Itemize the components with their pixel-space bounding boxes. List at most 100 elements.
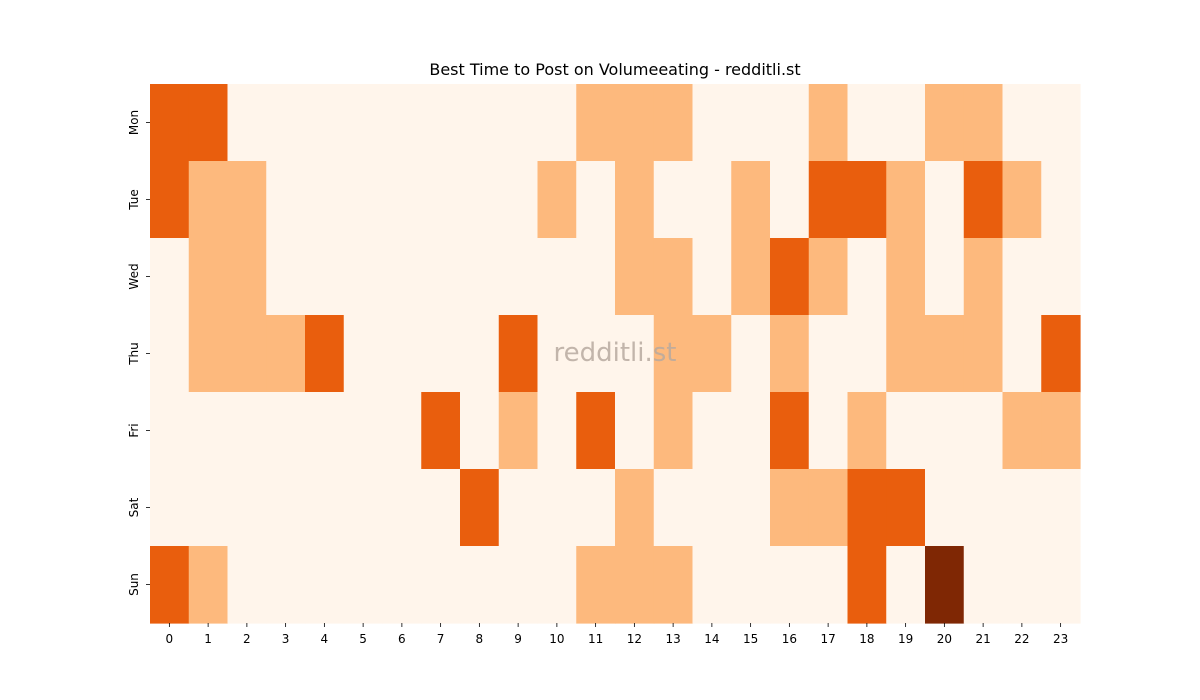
heatmap-cell-fri-18 bbox=[847, 392, 887, 470]
x-tick-label: 15 bbox=[743, 632, 758, 646]
heatmap-cell-wed-16 bbox=[770, 238, 810, 316]
heatmap-cell-mon-7 bbox=[421, 84, 461, 162]
heatmap-cell-tue-6 bbox=[382, 161, 422, 239]
heatmap-cell-fri-19 bbox=[886, 392, 926, 470]
x-tick-label: 10 bbox=[549, 632, 564, 646]
heatmap-cell-tue-17 bbox=[808, 161, 849, 239]
heatmap-cells bbox=[150, 84, 1081, 624]
x-tick-label: 16 bbox=[782, 632, 797, 646]
heatmap-cell-wed-12 bbox=[615, 238, 655, 316]
heatmap-cell-mon-8 bbox=[460, 84, 500, 162]
heatmap-cell-thu-23 bbox=[1041, 315, 1081, 393]
heatmap-cell-fri-8 bbox=[460, 392, 500, 470]
heatmap-cell-thu-7 bbox=[421, 315, 461, 393]
heatmap-cell-fri-3 bbox=[266, 392, 306, 470]
x-tick-label: 8 bbox=[476, 632, 484, 646]
x-tick-label: 0 bbox=[166, 632, 174, 646]
heatmap-cell-thu-8 bbox=[460, 315, 500, 393]
heatmap-cell-sun-15 bbox=[731, 546, 771, 624]
heatmap-cell-sun-1 bbox=[188, 546, 229, 624]
heatmap-cell-thu-11 bbox=[576, 315, 616, 393]
heatmap-cell-mon-5 bbox=[343, 84, 384, 162]
heatmap-cell-fri-6 bbox=[382, 392, 422, 470]
heatmap-cell-wed-2 bbox=[227, 238, 267, 316]
x-tick-label: 11 bbox=[588, 632, 603, 646]
heatmap-cell-sat-21 bbox=[963, 469, 1004, 547]
heatmap-cell-fri-16 bbox=[770, 392, 810, 470]
heatmap-cell-tue-18 bbox=[847, 161, 887, 239]
heatmap-cell-sun-8 bbox=[460, 546, 500, 624]
heatmap-cell-mon-1 bbox=[188, 84, 229, 162]
heatmap-cell-wed-19 bbox=[886, 238, 926, 316]
y-tick-label: Sun bbox=[127, 573, 141, 596]
x-tick-label: 9 bbox=[514, 632, 522, 646]
heatmap-cell-mon-20 bbox=[925, 84, 965, 162]
heatmap-cell-thu-20 bbox=[925, 315, 965, 393]
heatmap-cell-tue-15 bbox=[731, 161, 771, 239]
chart-title: Best Time to Post on Volumeeating - redd… bbox=[429, 60, 800, 79]
heatmap-cell-fri-22 bbox=[1002, 392, 1042, 470]
heatmap-cell-mon-16 bbox=[770, 84, 810, 162]
heatmap-cell-sat-2 bbox=[227, 469, 267, 547]
heatmap-cell-wed-10 bbox=[537, 238, 577, 316]
heatmap-cell-mon-10 bbox=[537, 84, 577, 162]
x-tick-label: 7 bbox=[437, 632, 445, 646]
heatmap-cell-fri-17 bbox=[808, 392, 849, 470]
heatmap-cell-mon-0 bbox=[150, 84, 190, 162]
heatmap-cell-sun-7 bbox=[421, 546, 461, 624]
heatmap-cell-sat-22 bbox=[1002, 469, 1042, 547]
heatmap-cell-thu-6 bbox=[382, 315, 422, 393]
heatmap-cell-sat-0 bbox=[150, 469, 190, 547]
heatmap-cell-wed-7 bbox=[421, 238, 461, 316]
heatmap-cell-wed-14 bbox=[692, 238, 732, 316]
heatmap-cell-sun-4 bbox=[305, 546, 345, 624]
heatmap-cell-wed-0 bbox=[150, 238, 190, 316]
heatmap-cell-wed-11 bbox=[576, 238, 616, 316]
heatmap-cell-fri-20 bbox=[925, 392, 965, 470]
heatmap-cell-mon-17 bbox=[808, 84, 849, 162]
heatmap-cell-thu-15 bbox=[731, 315, 771, 393]
heatmap-cell-thu-16 bbox=[770, 315, 810, 393]
x-tick-label: 4 bbox=[321, 632, 329, 646]
heatmap-cell-sat-19 bbox=[886, 469, 926, 547]
heatmap-cell-thu-22 bbox=[1002, 315, 1042, 393]
y-tick-label: Thu bbox=[127, 342, 141, 366]
x-tick-label: 22 bbox=[1014, 632, 1029, 646]
heatmap-cell-wed-5 bbox=[343, 238, 384, 316]
heatmap-cell-thu-14 bbox=[692, 315, 732, 393]
heatmap-cell-fri-10 bbox=[537, 392, 577, 470]
heatmap-cell-tue-23 bbox=[1041, 161, 1081, 239]
x-tick-label: 13 bbox=[665, 632, 680, 646]
heatmap-cell-wed-22 bbox=[1002, 238, 1042, 316]
heatmap-cell-tue-3 bbox=[266, 161, 306, 239]
heatmap-cell-mon-14 bbox=[692, 84, 732, 162]
heatmap-cell-mon-18 bbox=[847, 84, 887, 162]
heatmap-cell-sat-15 bbox=[731, 469, 771, 547]
heatmap-cell-fri-0 bbox=[150, 392, 190, 470]
heatmap-cell-tue-8 bbox=[460, 161, 500, 239]
heatmap-cell-sat-6 bbox=[382, 469, 422, 547]
heatmap-cell-tue-0 bbox=[150, 161, 190, 239]
heatmap-cell-sun-19 bbox=[886, 546, 926, 624]
heatmap-cell-sun-2 bbox=[227, 546, 267, 624]
heatmap-cell-fri-15 bbox=[731, 392, 771, 470]
heatmap-cell-tue-19 bbox=[886, 161, 926, 239]
heatmap-cell-fri-5 bbox=[343, 392, 384, 470]
x-tick-label: 5 bbox=[359, 632, 367, 646]
heatmap-cell-mon-19 bbox=[886, 84, 926, 162]
heatmap-cell-wed-17 bbox=[808, 238, 849, 316]
heatmap-cell-sat-9 bbox=[498, 469, 539, 547]
heatmap-cell-mon-21 bbox=[963, 84, 1004, 162]
heatmap-cell-sun-20 bbox=[925, 546, 965, 624]
heatmap-cell-tue-13 bbox=[653, 161, 694, 239]
y-tick-label: Wed bbox=[127, 263, 141, 289]
heatmap-cell-sun-6 bbox=[382, 546, 422, 624]
heatmap-cell-mon-3 bbox=[266, 84, 306, 162]
heatmap-cell-fri-14 bbox=[692, 392, 732, 470]
heatmap-cell-wed-13 bbox=[653, 238, 694, 316]
heatmap-cell-thu-17 bbox=[808, 315, 849, 393]
heatmap-cell-sat-13 bbox=[653, 469, 694, 547]
heatmap-cell-fri-23 bbox=[1041, 392, 1081, 470]
x-tick-label: 2 bbox=[243, 632, 251, 646]
